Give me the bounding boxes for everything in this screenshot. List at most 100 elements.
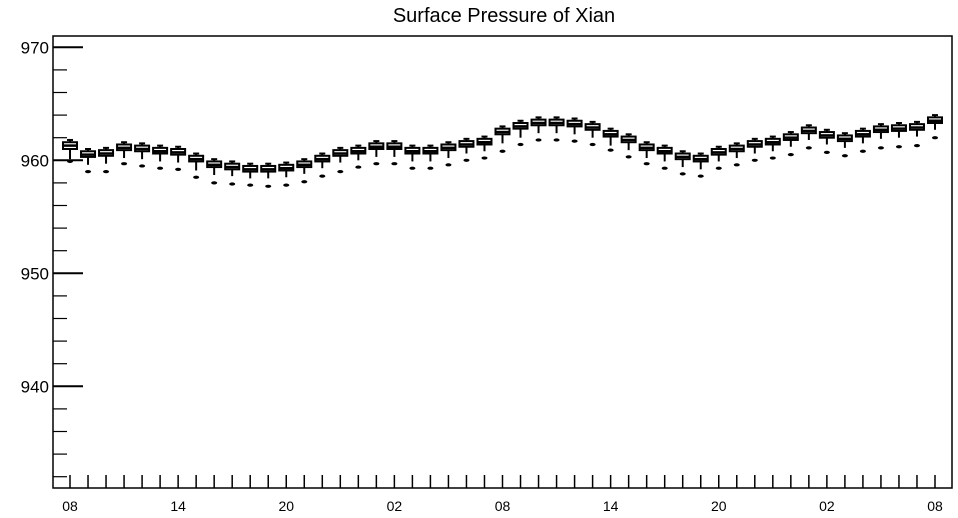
outlier-point [769,156,776,160]
outlier-point [319,174,326,178]
outlier-point [787,153,794,157]
box-14 [314,152,331,178]
box-17 [368,140,385,166]
box-33 [656,144,673,170]
outlier-point [85,170,92,174]
outlier-point [193,175,200,179]
box-10 [242,162,259,187]
outlier-point [553,138,560,142]
outlier-point [121,162,128,166]
box-18 [386,140,403,166]
outlier-point [301,180,308,184]
outlier-point [643,162,650,166]
box-7 [188,152,205,179]
box-46 [890,122,907,149]
outlier-point [697,174,704,178]
box-35 [692,152,709,178]
outlier-point [409,166,416,170]
outlier-point [481,156,488,160]
box-23 [476,135,493,160]
x-tick-label: 02 [387,498,403,514]
outlier-point [841,154,848,158]
outlier-point [805,146,812,150]
outlier-point [337,170,344,174]
outlier-point [157,166,164,170]
box-44 [854,127,871,153]
box-39 [764,135,781,160]
outlier-point [247,183,254,187]
boxes [62,114,943,188]
box-47 [908,120,925,148]
x-tick-label: 08 [927,498,943,514]
x-tick-label: 20 [711,498,727,514]
box-5 [152,144,169,170]
box-48 [927,114,943,140]
x-tick-label: 02 [819,498,835,514]
outlier-point [139,164,146,168]
outlier-point [859,149,866,153]
box-32 [638,141,655,166]
box-24 [494,125,511,153]
outlier-point [355,165,362,169]
outlier-point [445,163,452,167]
box-12 [278,161,295,187]
box-15 [332,146,349,174]
box-38 [746,137,763,162]
chart-title: Surface Pressure of Xian [393,5,615,27]
box-30 [602,127,619,152]
outlier-point [589,142,596,147]
outlier-point [229,182,236,186]
y-tick-label: 970 [21,38,49,57]
box-2 [98,146,115,174]
outlier-point [391,162,398,166]
outlier-point [535,138,542,142]
box-27 [548,116,565,142]
outlier-point [67,159,73,164]
box-11 [260,162,277,188]
box-42 [818,128,835,154]
y-tick-label: 960 [21,151,49,170]
x-tick-label: 14 [170,498,186,514]
x-tick-label: 08 [62,498,78,514]
outlier-point [679,172,686,176]
box-3 [116,141,133,166]
box-29 [584,120,601,147]
box-6 [170,145,187,171]
outlier-point [265,184,272,188]
outlier-point [211,181,218,185]
outlier-point [913,144,920,148]
outlier-point [932,136,938,140]
box-21 [440,141,457,167]
box-26 [530,116,547,142]
box-20 [422,144,439,170]
plot-frame [52,35,953,489]
outlier-point [733,163,740,167]
outlier-point [463,158,470,162]
x-tick-label: 14 [603,498,619,514]
box-1 [80,148,97,174]
x-tick-label: 08 [495,498,511,514]
outlier-point [103,170,110,174]
box-16 [350,144,367,169]
axes: 940 950 960 970 08 14 20 02 08 14 20 02 08 [21,35,953,514]
outlier-point [895,145,902,149]
outlier-point [607,148,614,152]
box-34 [674,150,691,176]
box-41 [800,124,817,150]
y-tick-label: 940 [21,377,49,396]
y-tick-label: 950 [21,264,49,283]
box-36 [710,145,727,170]
outlier-point [715,166,722,170]
box-31 [620,133,637,159]
outlier-point [283,183,290,187]
box-25 [512,119,529,147]
outlier-point [517,142,524,147]
outlier-point [823,150,830,154]
box-45 [872,123,889,150]
box-40 [782,131,799,157]
box-43 [836,132,853,158]
box-9 [224,160,241,186]
outlier-point [661,166,668,170]
outlier-point [625,155,632,159]
